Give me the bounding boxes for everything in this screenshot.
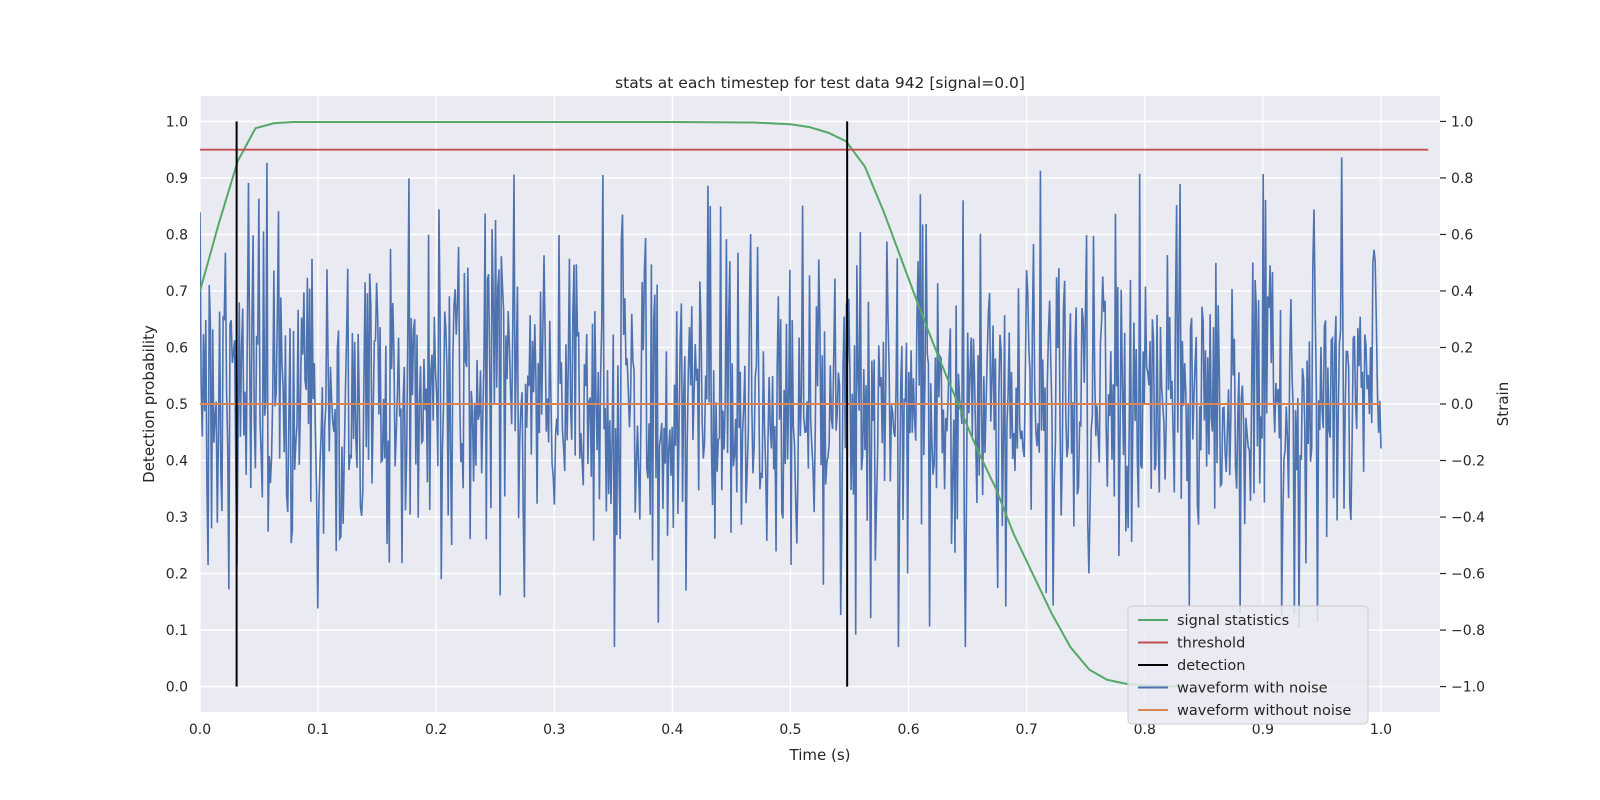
y-tick-label-left: 0.1 (166, 623, 188, 639)
y-tick-label-right: 1.0 (1451, 114, 1473, 130)
chart-title: stats at each timestep for test data 942… (615, 74, 1025, 92)
y-tick-label-right: 0.4 (1451, 284, 1473, 300)
y-tick-label-right: −1.0 (1451, 680, 1485, 696)
y-axis-label-left: Detection probability (140, 325, 158, 483)
y-tick-label-left: 0.5 (166, 397, 188, 413)
x-axis-label: Time (s) (789, 746, 851, 764)
y-tick-label-left: 1.0 (166, 114, 188, 130)
legend-box (1127, 605, 1369, 725)
legend-label: waveform with noise (1177, 681, 1328, 697)
y-tick-label-right: −0.2 (1451, 454, 1485, 470)
y-tick-label-right: −0.6 (1451, 567, 1485, 583)
x-tick-label: 0.2 (425, 722, 447, 738)
signal-statistics-line (200, 121, 1183, 688)
x-tick-label: 0.0 (189, 722, 211, 738)
y-tick-label-left: 0.6 (166, 340, 188, 356)
y-tick-label-left: 0.8 (166, 227, 188, 243)
x-tick-label: 0.5 (779, 722, 801, 738)
y-tick-label-left: 0.0 (166, 680, 188, 696)
x-tick-label: 0.7 (1016, 722, 1038, 738)
legend-label: detection (1177, 658, 1245, 674)
y-tick-label-left: 0.4 (166, 454, 188, 470)
x-tick-label: 0.1 (307, 722, 329, 738)
legend: signal statistics threshold detection wavef… (1127, 605, 1369, 725)
x-tick-label: 0.8 (1134, 722, 1156, 738)
y-tick-label-left: 0.9 (166, 171, 188, 187)
y-tick-label-right: −0.8 (1451, 623, 1485, 639)
y-tick-label-right: 0.0 (1451, 397, 1473, 413)
tick-layer: 0.0 0.1 0.2 0.3 0.4 0.5 0.6 0.7 0.8 0.9 1.0 0.0 0.1 0… (166, 114, 1485, 738)
x-tick-label: 0.6 (897, 722, 919, 738)
legend-label: threshold (1177, 636, 1245, 652)
x-tick-label: 0.9 (1252, 722, 1274, 738)
y-tick-label-left: 0.2 (166, 567, 188, 583)
y-axis-label-right: Strain (1494, 382, 1512, 426)
y-tick-label-left: 0.3 (166, 510, 188, 526)
x-tick-label: 0.4 (661, 722, 683, 738)
x-tick-label: 0.3 (543, 722, 565, 738)
legend-label: signal statistics (1177, 613, 1289, 629)
y-tick-label-right: 0.6 (1451, 227, 1473, 243)
y-tick-label-right: 0.8 (1451, 171, 1473, 187)
series-layer (200, 121, 1429, 688)
legend-label: waveform without noise (1177, 703, 1351, 719)
x-tick-label: 1.0 (1370, 722, 1392, 738)
y-tick-label-right: 0.2 (1451, 340, 1473, 356)
y-tick-label-right: −0.4 (1451, 510, 1485, 526)
waveform-with-noise-line (200, 157, 1382, 648)
y-tick-label-left: 0.7 (166, 284, 188, 300)
